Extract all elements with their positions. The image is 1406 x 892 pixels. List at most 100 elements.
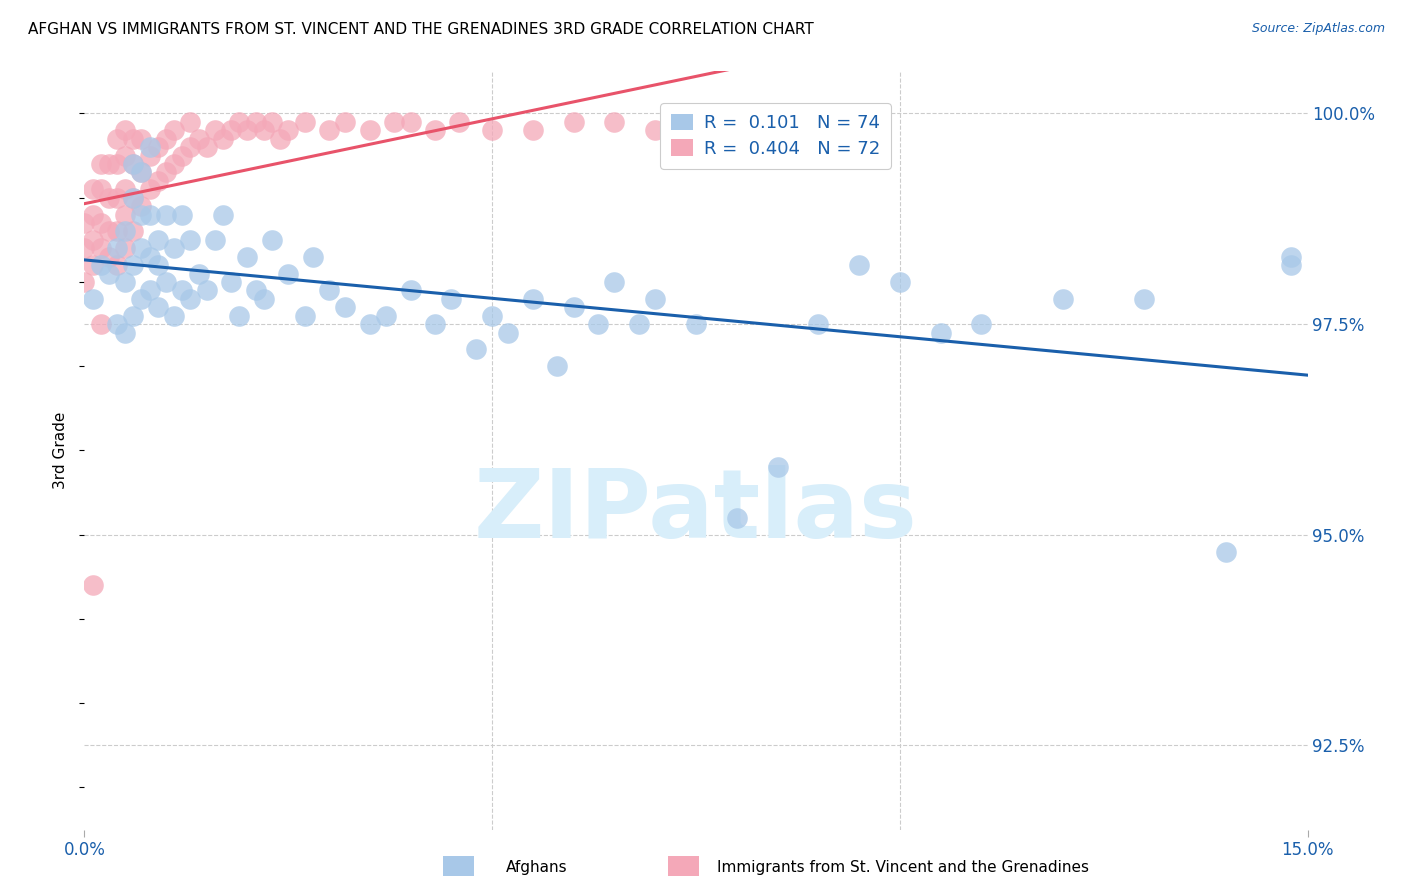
Point: [122, 191, 145, 205]
Point: [122, 191, 145, 205]
Legend: R =  0.101   N = 74, R =  0.404   N = 72: R = 0.101 N = 74, R = 0.404 N = 72: [661, 103, 890, 169]
Point: [146, 300, 169, 314]
Point: [163, 157, 186, 171]
Point: [114, 208, 136, 222]
Point: [73, 241, 96, 255]
Point: [277, 123, 299, 137]
Point: [163, 309, 186, 323]
Point: [131, 292, 153, 306]
Point: [105, 191, 128, 205]
Point: [725, 132, 748, 146]
Point: [848, 258, 870, 272]
Point: [212, 132, 235, 146]
Point: [138, 250, 160, 264]
Point: [766, 460, 789, 475]
Point: [195, 284, 218, 298]
Point: [73, 275, 96, 289]
Point: [122, 258, 145, 272]
Point: [131, 208, 153, 222]
Point: [82, 208, 104, 222]
Point: [970, 317, 993, 331]
Point: [105, 132, 128, 146]
Text: Afghans: Afghans: [506, 860, 568, 874]
Point: [546, 359, 568, 374]
Point: [464, 343, 486, 357]
Point: [90, 216, 112, 230]
Point: [277, 267, 299, 281]
Point: [90, 182, 112, 196]
Point: [522, 292, 544, 306]
Point: [644, 292, 666, 306]
Point: [172, 284, 194, 298]
Point: [179, 115, 201, 129]
Text: Immigrants from St. Vincent and the Grenadines: Immigrants from St. Vincent and the Gren…: [717, 860, 1090, 874]
Point: [498, 326, 520, 340]
Point: [163, 123, 186, 137]
Point: [122, 157, 145, 171]
Text: ZIPatlas: ZIPatlas: [474, 465, 918, 558]
Point: [97, 267, 120, 281]
Point: [449, 115, 471, 129]
Point: [146, 140, 169, 154]
Point: [114, 275, 136, 289]
Point: [382, 115, 405, 129]
Point: [73, 216, 96, 230]
Point: [97, 191, 120, 205]
Point: [138, 140, 160, 154]
Point: [97, 157, 120, 171]
Point: [253, 292, 276, 306]
Point: [440, 292, 463, 306]
Point: [562, 115, 585, 129]
Point: [114, 241, 136, 255]
Point: [131, 165, 153, 179]
Point: [1279, 250, 1302, 264]
Point: [82, 292, 104, 306]
Point: [105, 317, 128, 331]
Point: [179, 233, 201, 247]
Point: [212, 208, 235, 222]
Point: [105, 241, 128, 255]
Point: [122, 157, 145, 171]
Point: [179, 140, 201, 154]
Point: [423, 317, 446, 331]
Point: [187, 132, 209, 146]
Point: [179, 292, 201, 306]
Point: [335, 300, 357, 314]
Point: [90, 317, 112, 331]
Point: [105, 224, 128, 238]
Text: Source: ZipAtlas.com: Source: ZipAtlas.com: [1251, 22, 1385, 36]
Point: [236, 123, 259, 137]
Point: [146, 258, 169, 272]
Point: [82, 258, 104, 272]
Point: [260, 233, 283, 247]
Point: [105, 157, 128, 171]
Point: [481, 309, 503, 323]
Point: [627, 317, 650, 331]
Point: [359, 123, 381, 137]
Point: [228, 309, 250, 323]
Point: [90, 157, 112, 171]
Point: [172, 208, 194, 222]
Y-axis label: 3rd Grade: 3rd Grade: [53, 412, 69, 489]
Point: [187, 267, 209, 281]
Point: [603, 275, 626, 289]
Point: [122, 132, 145, 146]
Point: [204, 123, 226, 137]
Point: [219, 275, 242, 289]
Point: [114, 182, 136, 196]
Point: [586, 317, 609, 331]
Point: [399, 284, 422, 298]
Point: [131, 241, 153, 255]
Point: [929, 326, 952, 340]
Text: AFGHAN VS IMMIGRANTS FROM ST. VINCENT AND THE GRENADINES 3RD GRADE CORRELATION C: AFGHAN VS IMMIGRANTS FROM ST. VINCENT AN…: [28, 22, 814, 37]
Point: [131, 132, 153, 146]
Point: [138, 148, 160, 162]
Point: [219, 123, 242, 137]
Point: [481, 123, 503, 137]
Point: [195, 140, 218, 154]
Point: [399, 115, 422, 129]
Point: [155, 275, 177, 289]
Point: [644, 123, 666, 137]
Point: [269, 132, 291, 146]
Point: [245, 284, 267, 298]
